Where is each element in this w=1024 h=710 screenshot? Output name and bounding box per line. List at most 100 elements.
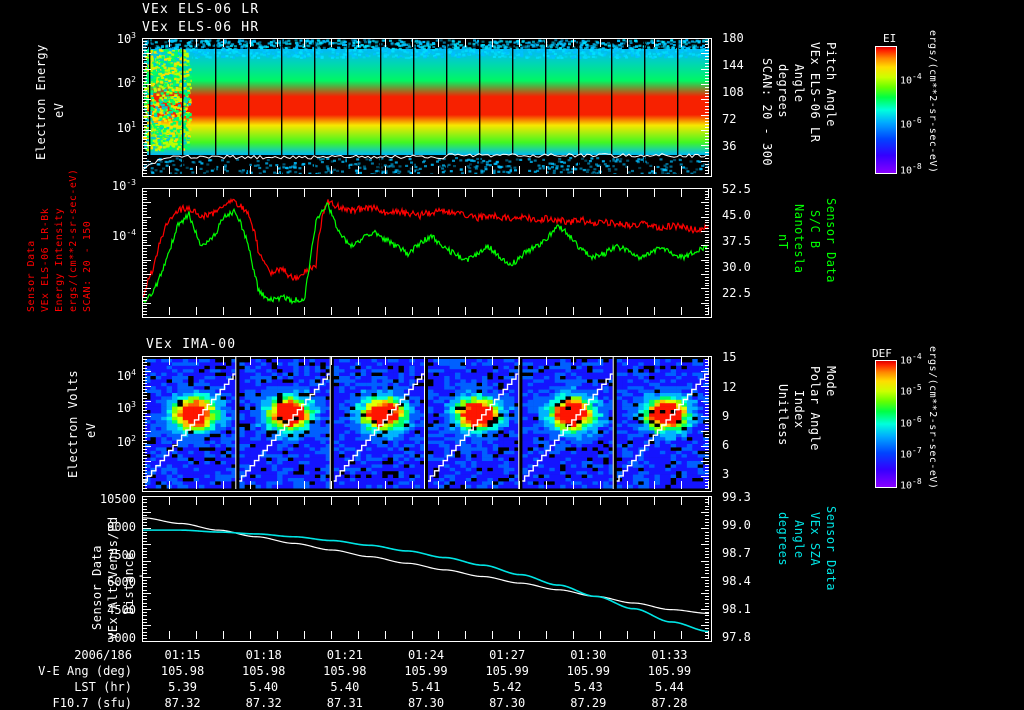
axis-tick bbox=[701, 202, 709, 203]
panel4-ytick-9000: 9000 bbox=[56, 520, 136, 534]
axis-tick bbox=[143, 632, 147, 633]
panel2-left-label-units: ergs/(cm**2-sr-sec-eV) bbox=[68, 169, 79, 312]
axis-tick bbox=[705, 214, 709, 215]
panel3-plot-area[interactable] bbox=[142, 356, 712, 492]
axis-tick bbox=[705, 112, 709, 113]
axis-tick bbox=[492, 166, 493, 174]
axis-tick bbox=[304, 166, 305, 174]
axis-tick bbox=[142, 497, 143, 505]
axis-tick bbox=[600, 357, 601, 365]
axis-tick bbox=[701, 288, 709, 289]
axis-tick bbox=[654, 497, 655, 505]
axis-tick bbox=[143, 145, 151, 146]
axis-tick bbox=[705, 377, 709, 378]
axis-tick bbox=[705, 470, 709, 471]
axis-tick bbox=[627, 189, 628, 197]
axis-tick bbox=[143, 580, 147, 581]
axis-tick bbox=[654, 189, 655, 197]
axis-tick bbox=[573, 166, 574, 174]
panel4-ytick-10500: 10500 bbox=[56, 492, 136, 506]
axis-tick bbox=[169, 481, 170, 489]
table-cell-time: 01:30 bbox=[548, 648, 628, 662]
axis-tick bbox=[705, 102, 709, 103]
axis-tick bbox=[705, 479, 709, 480]
axis-tick bbox=[143, 567, 147, 568]
axis-tick bbox=[143, 69, 151, 70]
axis-tick bbox=[701, 609, 709, 610]
axis-tick bbox=[705, 121, 709, 122]
axis-tick bbox=[331, 307, 332, 315]
panel4-rtick-981: 98.1 bbox=[722, 602, 751, 616]
axis-tick bbox=[143, 398, 147, 399]
axis-tick bbox=[701, 84, 709, 85]
axis-tick bbox=[705, 109, 709, 110]
axis-tick bbox=[705, 380, 709, 381]
axis-tick bbox=[705, 254, 709, 255]
axis-tick bbox=[705, 152, 709, 153]
axis-tick bbox=[654, 307, 655, 315]
colorbar-ei-tick-8: 10-8 bbox=[900, 162, 922, 176]
panel1-right-label-pitch: Pitch Angle bbox=[824, 42, 838, 127]
axis-tick bbox=[143, 84, 151, 85]
axis-tick bbox=[705, 148, 709, 149]
axis-tick bbox=[546, 357, 547, 365]
axis-tick bbox=[143, 231, 151, 232]
table-row-label-date: 2006/186 bbox=[8, 648, 132, 662]
axis-tick bbox=[701, 161, 709, 162]
axis-tick bbox=[705, 612, 709, 613]
axis-tick bbox=[358, 497, 359, 505]
panel2-left-label-sensor: Sensor Data bbox=[26, 240, 37, 312]
axis-tick bbox=[277, 481, 278, 489]
table-cell-time: 01:15 bbox=[143, 648, 223, 662]
axis-tick bbox=[438, 307, 439, 315]
axis-tick bbox=[705, 538, 709, 539]
panel4-plot-area[interactable] bbox=[142, 496, 712, 642]
axis-tick bbox=[196, 166, 197, 174]
axis-tick bbox=[546, 166, 547, 174]
axis-tick bbox=[412, 481, 413, 489]
panel1-plot-area[interactable] bbox=[142, 38, 712, 177]
axis-tick bbox=[705, 548, 709, 549]
axis-tick bbox=[385, 357, 386, 365]
axis-tick bbox=[705, 142, 709, 143]
axis-tick bbox=[705, 596, 709, 597]
axis-tick bbox=[701, 476, 709, 477]
panel3-ylabel: Electron Volts bbox=[66, 370, 80, 478]
axis-tick bbox=[705, 603, 709, 604]
axis-tick bbox=[701, 274, 709, 275]
panel4-right-l3: Angle bbox=[792, 520, 806, 559]
axis-tick bbox=[142, 166, 143, 174]
axis-tick bbox=[705, 567, 709, 568]
axis-tick bbox=[705, 522, 709, 523]
axis-tick bbox=[708, 497, 709, 505]
panel2-plot-area[interactable] bbox=[142, 188, 712, 318]
axis-tick bbox=[331, 189, 332, 197]
axis-tick bbox=[143, 380, 147, 381]
panel2-right-label-scb: S/C B bbox=[808, 210, 822, 249]
axis-tick bbox=[143, 401, 151, 402]
colorbar-def-title: DEF bbox=[872, 347, 892, 360]
panel4-rtick-984: 98.4 bbox=[722, 574, 751, 588]
panel1-ylabel-line1: Electron Energy bbox=[34, 44, 48, 160]
panel1-right-l1: Pitch Angle bbox=[824, 42, 838, 127]
axis-tick bbox=[143, 44, 147, 45]
panel1-yunits: eV bbox=[52, 103, 66, 118]
axis-tick bbox=[546, 497, 547, 505]
axis-tick bbox=[385, 166, 386, 174]
axis-tick bbox=[143, 577, 151, 578]
panel4-right-l2: VEx SZA bbox=[808, 512, 822, 566]
axis-tick bbox=[143, 455, 147, 456]
axis-tick bbox=[438, 189, 439, 197]
axis-tick bbox=[705, 139, 709, 140]
axis-tick bbox=[519, 39, 520, 47]
colorbar-ei-title: EI bbox=[883, 32, 896, 45]
panel2-left-l3: Energy Intensity bbox=[54, 208, 65, 312]
axis-tick bbox=[705, 199, 709, 200]
axis-tick bbox=[705, 506, 709, 507]
axis-tick bbox=[143, 78, 147, 79]
axis-tick bbox=[143, 106, 147, 107]
axis-tick bbox=[143, 425, 147, 426]
panel2-right-l3: Nanotesla bbox=[792, 204, 806, 274]
axis-tick bbox=[705, 87, 709, 88]
axis-tick bbox=[143, 377, 147, 378]
